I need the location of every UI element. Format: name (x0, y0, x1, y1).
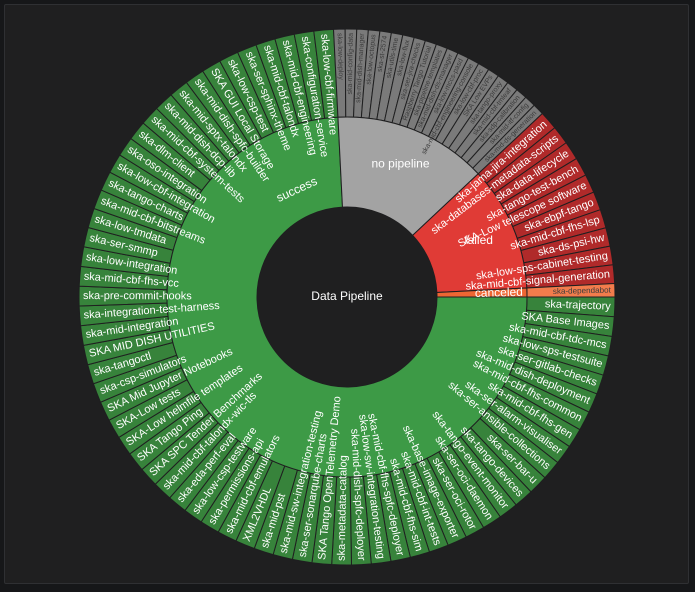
leaf-label-ska-trajectory: ska-trajectory (545, 298, 612, 312)
chart-panel: ska-trajectory SKA Base Images ska-mid-cbf… (4, 4, 689, 584)
leaf-label-ska-mid-config-data: ska-mid-config-data (347, 33, 355, 95)
leaf-label-ska-pre-commit-hooks: ska-pre-commit-hooks (83, 290, 192, 302)
inner-ring (166, 116, 528, 478)
slice-label-canceled: canceled (475, 285, 523, 300)
slice-label-failed: failed (464, 233, 493, 247)
slice-label-no-pipeline: no pipeline (371, 157, 429, 171)
center-label: Data Pipeline (311, 289, 383, 303)
leaf-label-ska-metadata-catalog: ska-metadata-catalog (336, 455, 350, 561)
leaf-label-ska-dependabot: ska-dependabot (553, 286, 612, 296)
leaf-label-ska-low-deploy: ska-low-deploy (336, 33, 344, 80)
center-hole (257, 207, 437, 387)
leaf-label-ska-mid-dish-manager: ska-mid-dish-manager (355, 33, 366, 104)
